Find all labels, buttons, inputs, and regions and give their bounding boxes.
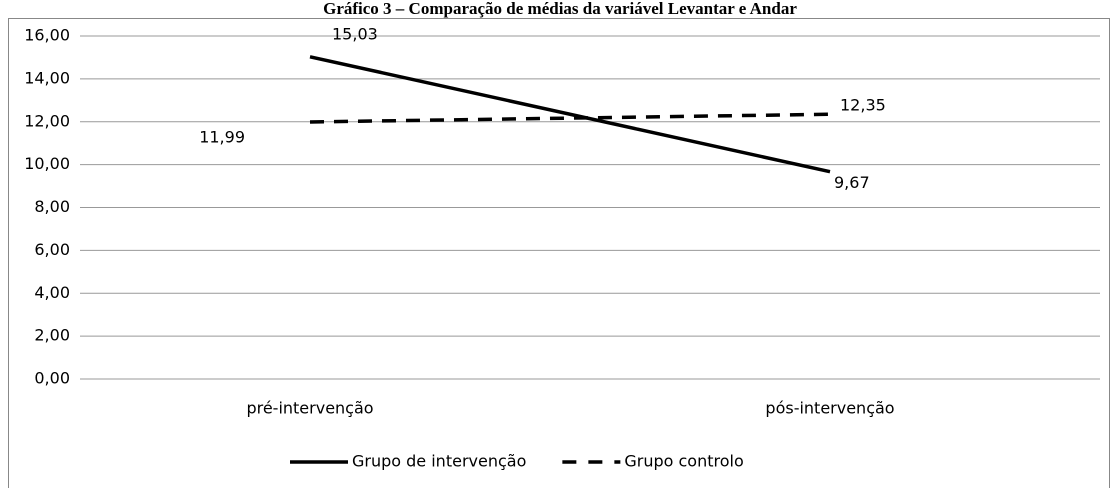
- y-tick-label: 10,00: [24, 154, 70, 173]
- data-label: 9,67: [834, 173, 870, 192]
- series-line: [309, 55, 831, 174]
- chart-border: [8, 18, 1110, 488]
- y-tick-label: 8,00: [34, 197, 70, 216]
- series-line: [309, 112, 831, 124]
- y-tick-label: 4,00: [34, 283, 70, 302]
- y-tick-label: 6,00: [34, 240, 70, 259]
- legend-label: Grupo de intervenção: [352, 452, 526, 471]
- x-tick-label: pós-intervenção: [765, 399, 894, 418]
- y-tick-label: 14,00: [24, 68, 70, 87]
- data-label: 15,03: [332, 24, 378, 43]
- chart-title: Gráfico 3 – Comparação de médias da vari…: [323, 0, 797, 18]
- y-tick-label: 16,00: [24, 26, 70, 45]
- y-tick-label: 0,00: [34, 369, 70, 388]
- y-tick-label: 12,00: [24, 111, 70, 130]
- title-background: [180, 0, 940, 18]
- y-tick-label: 2,00: [34, 326, 70, 345]
- legend-label: Grupo controlo: [624, 452, 743, 471]
- data-label: 12,35: [840, 96, 886, 115]
- x-tick-label: pré-intervenção: [246, 399, 373, 418]
- data-label: 11,99: [199, 127, 245, 146]
